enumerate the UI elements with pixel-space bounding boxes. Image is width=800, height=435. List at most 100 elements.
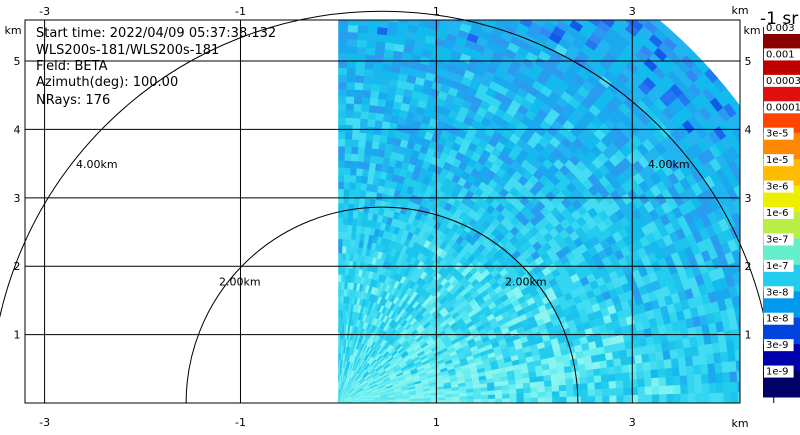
- data-cell: [553, 2, 567, 14]
- data-cell: [374, 55, 385, 64]
- data-cell: [466, 392, 475, 397]
- data-cell: [345, 131, 353, 140]
- data-cell: [580, 389, 589, 397]
- data-cell: [458, 0, 471, 3]
- data-cell: [338, 24, 349, 33]
- data-cell: [658, 385, 667, 395]
- data-cell: [466, 399, 475, 403]
- data-cell: [502, 393, 510, 399]
- data-cell: [451, 20, 453, 21]
- data-cell: [466, 395, 475, 400]
- data-cell: [565, 378, 574, 386]
- data-cell: [713, 352, 722, 364]
- data-cell: [574, 0, 588, 1]
- data-cell: [530, 397, 539, 403]
- data-cell: [751, 203, 763, 217]
- data-cell: [746, 178, 758, 192]
- data-cell: [481, 0, 494, 3]
- data-cell: [707, 363, 716, 375]
- data-cell: [729, 371, 738, 383]
- data-cell: [747, 231, 758, 244]
- data-cell: [577, 363, 587, 372]
- data-cell: [523, 397, 532, 403]
- data-cell: [371, 140, 380, 150]
- data-cell: [343, 210, 349, 218]
- field-label: Field: BETA: [36, 59, 108, 74]
- data-cell: [585, 0, 599, 8]
- data-cell: [756, 347, 764, 359]
- y-unit-label-right: km: [743, 24, 760, 37]
- data-cell: [338, 60, 348, 68]
- data-cell: [338, 0, 349, 4]
- data-cell: [416, 398, 425, 402]
- start-time-label: Start time: 2022/04/09 05:37:38.132: [36, 26, 277, 41]
- data-cell: [358, 20, 369, 27]
- data-cell: [739, 141, 740, 144]
- data-cell: [338, 117, 347, 125]
- data-cell: [600, 374, 609, 383]
- data-cell: [374, 47, 386, 57]
- y-tick-label-right: 4: [745, 123, 752, 136]
- data-cell: [680, 384, 689, 395]
- data-cell: [346, 96, 355, 104]
- data-cell: [346, 88, 356, 97]
- data-cell: [356, 53, 367, 62]
- data-cell: [636, 370, 645, 380]
- data-cell: [608, 380, 617, 390]
- data-cell: [751, 242, 762, 255]
- data-cell: [338, 310, 342, 318]
- data-cell: [346, 238, 352, 247]
- data-cell: [401, 1, 413, 10]
- data-cell: [614, 372, 624, 382]
- data-cell: [364, 147, 373, 156]
- data-cell: [590, 354, 600, 364]
- colorbar-label: 3e-5: [766, 129, 789, 140]
- data-cell: [563, 365, 573, 374]
- data-cell: [345, 117, 354, 126]
- y-tick-label-left: 1: [14, 329, 21, 342]
- data-cell: [477, 6, 490, 16]
- data-cell: [693, 364, 702, 376]
- data-cell: [338, 138, 346, 147]
- data-cell: [515, 0, 528, 10]
- data-cell: [516, 397, 525, 403]
- data-cell: [701, 383, 710, 394]
- data-cell: [523, 387, 532, 394]
- azimuth-label: Azimuth(deg): 100.00: [36, 75, 179, 90]
- data-cell: [537, 386, 546, 393]
- data-cell: [591, 361, 601, 370]
- data-cell: [598, 360, 608, 369]
- data-cell: [350, 167, 358, 176]
- data-cell: [473, 395, 482, 400]
- data-cell: [356, 168, 364, 177]
- data-cell: [444, 3, 456, 13]
- data-cell: [372, 69, 383, 78]
- data-cell: [352, 210, 359, 219]
- data-cell: [346, 67, 357, 76]
- data-cell: [338, 281, 342, 290]
- data-cell: [371, 83, 381, 92]
- data-cell: [529, 381, 538, 389]
- data-cell: [377, 98, 387, 108]
- data-cell: [737, 381, 740, 393]
- data-cell: [353, 103, 363, 112]
- data-cell: [376, 26, 389, 36]
- data-cell: [706, 353, 715, 365]
- data-cell: [552, 397, 560, 403]
- data-cell: [416, 400, 425, 403]
- data-cell: [492, 0, 505, 7]
- data-cell: [629, 371, 638, 381]
- data-cell: [720, 351, 729, 363]
- data-cell: [614, 365, 623, 375]
- colorbar-label: 1e-5: [766, 155, 789, 166]
- data-cell: [723, 382, 731, 394]
- data-cell: [559, 20, 560, 21]
- data-cell: [687, 384, 696, 395]
- data-cell: [338, 274, 342, 282]
- data-cell: [613, 0, 628, 10]
- data-cell: [728, 361, 738, 373]
- data-cell: [745, 292, 755, 305]
- data-cell: [593, 375, 602, 384]
- data-cell: [344, 160, 352, 169]
